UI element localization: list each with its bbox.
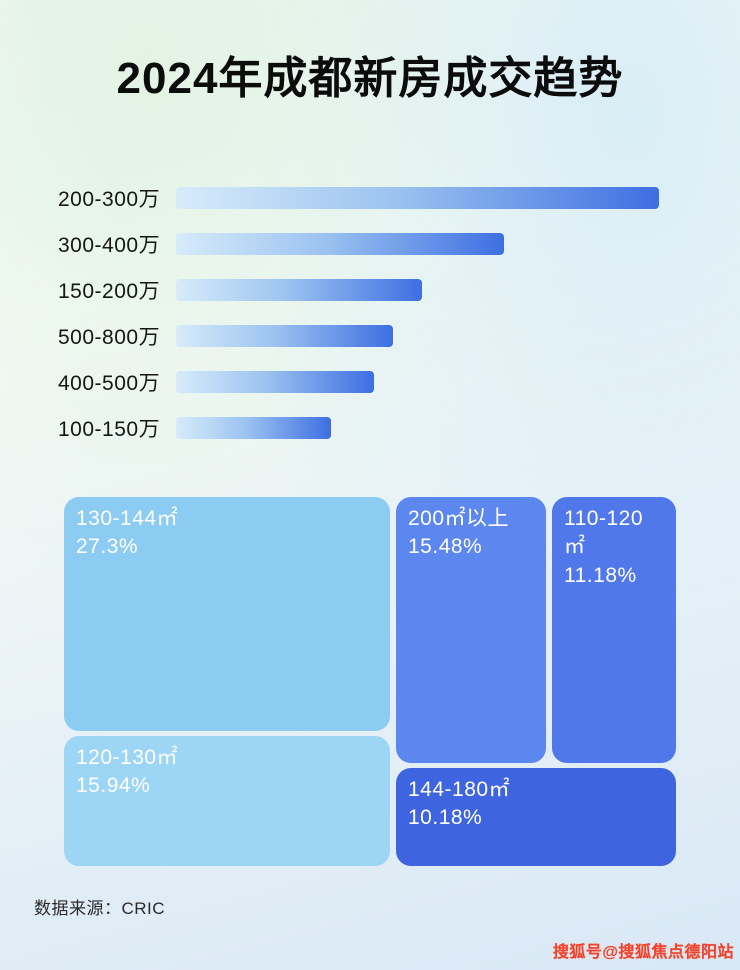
bar-row: 400-500万	[58, 359, 678, 405]
bar-row: 100-150万	[58, 405, 678, 451]
bar-track	[176, 279, 659, 301]
treemap-block-200-plus: 200㎡以上 15.48%	[396, 497, 546, 763]
bar-row: 150-200万	[58, 267, 678, 313]
treemap-label: 120-130㎡	[76, 746, 179, 769]
bar-track	[176, 325, 659, 347]
treemap-value: 15.48%	[408, 535, 483, 559]
bar-row: 200-300万	[58, 175, 678, 221]
bar-fill	[176, 417, 331, 439]
bar-label: 100-150万	[58, 418, 161, 441]
treemap-block-110-120: 110-120㎡ 11.18%	[552, 497, 676, 763]
treemap-label: 110-120㎡	[564, 507, 644, 559]
page-title: 2024年成都新房成交趋势	[116, 54, 624, 103]
treemap-value: 27.3%	[76, 535, 139, 559]
treemap-value: 15.94%	[76, 774, 151, 798]
bar-track	[176, 417, 659, 439]
bar-label: 500-800万	[58, 326, 161, 349]
bar-row: 500-800万	[58, 313, 678, 359]
bar-label: 300-400万	[58, 234, 161, 257]
treemap-label: 130-144㎡	[76, 507, 179, 530]
bar-track	[176, 187, 659, 209]
data-source: 数据来源：CRIC	[34, 899, 166, 918]
treemap-label: 200㎡以上	[408, 507, 510, 530]
bar-track	[176, 371, 659, 393]
watermark: 搜狐号@搜狐焦点德阳站	[552, 944, 734, 961]
treemap-block-130-144: 130-144㎡ 27.3%	[64, 497, 390, 731]
bar-label: 150-200万	[58, 280, 161, 303]
treemap-value: 10.18%	[408, 806, 483, 830]
bar-label: 200-300万	[58, 188, 161, 211]
bar-track	[176, 233, 659, 255]
bar-fill	[176, 325, 394, 347]
treemap-block-120-130: 120-130㎡ 15.94%	[64, 736, 390, 866]
bar-fill	[176, 371, 375, 393]
bar-fill	[176, 279, 423, 301]
bar-label: 400-500万	[58, 372, 161, 395]
bar-fill	[176, 187, 659, 209]
treemap-label: 144-180㎡	[408, 778, 511, 801]
bar-fill	[176, 233, 505, 255]
price-band-bar-chart: 200-300万 300-400万 150-200万 500-800万 400-	[58, 175, 678, 451]
bar-row: 300-400万	[58, 221, 678, 267]
treemap-block-144-180: 144-180㎡ 10.18%	[396, 768, 676, 866]
treemap-value: 11.18%	[564, 563, 637, 587]
